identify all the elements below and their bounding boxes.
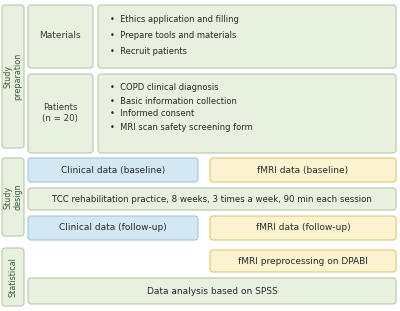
FancyBboxPatch shape [28,158,198,182]
Text: Clinical data (baseline): Clinical data (baseline) [61,165,165,174]
Text: •  Recruit patients: • Recruit patients [110,48,187,57]
FancyBboxPatch shape [98,74,396,153]
Text: •  Basic information collection: • Basic information collection [110,96,237,105]
FancyBboxPatch shape [28,74,93,153]
Text: Data analysis based on SPSS: Data analysis based on SPSS [147,286,277,295]
Text: fMRI data (follow-up): fMRI data (follow-up) [256,224,350,233]
Text: Clinical data (follow-up): Clinical data (follow-up) [59,224,167,233]
FancyBboxPatch shape [28,278,396,304]
FancyBboxPatch shape [210,158,396,182]
FancyBboxPatch shape [2,5,24,148]
Text: •  Informed consent: • Informed consent [110,109,194,118]
Text: TCC rehabilitation practice, 8 weeks, 3 times a week, 90 min each session: TCC rehabilitation practice, 8 weeks, 3 … [52,194,372,203]
Text: fMRI data (baseline): fMRI data (baseline) [258,165,348,174]
Text: •  COPD clinical diagnosis: • COPD clinical diagnosis [110,83,219,92]
Text: Study
design: Study design [3,184,23,210]
Text: Materials: Materials [39,31,81,40]
FancyBboxPatch shape [98,5,396,68]
FancyBboxPatch shape [28,5,93,68]
Text: fMRI preprocessing on DPABI: fMRI preprocessing on DPABI [238,257,368,266]
Text: Study
preparation: Study preparation [3,52,23,100]
FancyBboxPatch shape [28,188,396,210]
Text: Patients
(n = 20): Patients (n = 20) [42,103,78,123]
FancyBboxPatch shape [210,216,396,240]
FancyBboxPatch shape [2,158,24,236]
FancyBboxPatch shape [28,216,198,240]
FancyBboxPatch shape [210,250,396,272]
Text: •  Prepare tools and materials: • Prepare tools and materials [110,31,236,40]
Text: •  Ethics application and filling: • Ethics application and filling [110,16,239,25]
Text: Statistical: Statistical [8,257,18,297]
FancyBboxPatch shape [2,248,24,306]
Text: •  MRI scan safety screening form: • MRI scan safety screening form [110,123,253,132]
